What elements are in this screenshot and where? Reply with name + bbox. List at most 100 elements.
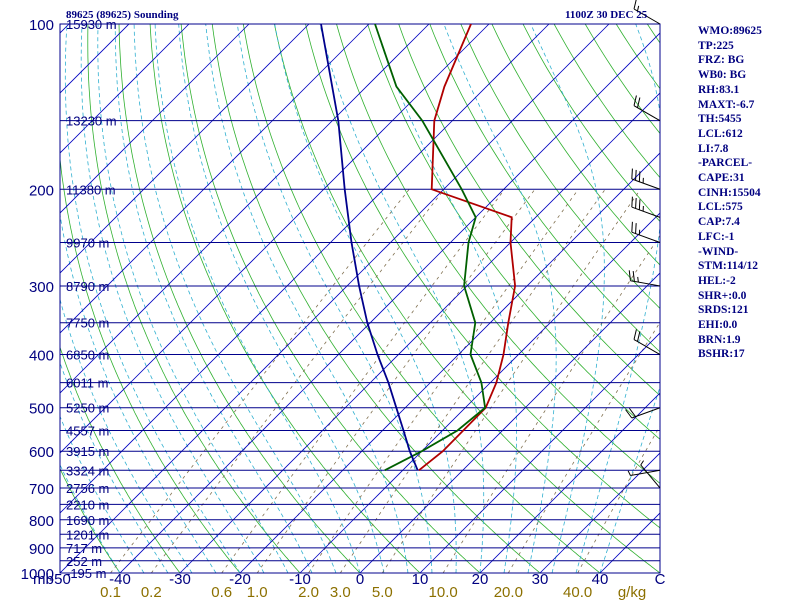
mixing-ratio-line: [110, 189, 410, 573]
stat-line: STM:114/12: [698, 260, 759, 273]
mixing-ratio-label: 0.6: [211, 584, 232, 600]
mixing-ratio-line: [339, 189, 606, 573]
wind-barb: [625, 407, 661, 419]
moist-adiabat: [154, 24, 361, 573]
stat-line: TH:5455: [698, 113, 742, 126]
wind-barb-staff: [631, 231, 661, 243]
height-label: -195 m: [66, 566, 106, 581]
pressure-tick-label: 400: [29, 348, 54, 365]
temperature-tick-label: -50: [49, 571, 71, 588]
isotherm: [60, 24, 490, 454]
pressure-tick-label: 500: [29, 401, 54, 418]
moist-adiabat: [133, 24, 337, 573]
mixing-ratio-label: 2.0: [298, 584, 319, 600]
height-label: 2210 m: [66, 497, 109, 512]
isotherm: [179, 92, 660, 573]
dry-adiabat: [149, 24, 421, 573]
wind-barb: [631, 221, 661, 243]
wind-barb-half-flag: [627, 470, 631, 476]
wind-barb-flag: [635, 223, 637, 234]
height-label: 11380 m: [66, 182, 116, 197]
temperature-tick-label: -30: [169, 571, 191, 588]
wind-barb: [631, 168, 661, 190]
height-label: 4557 m: [66, 423, 109, 438]
height-label: 2756 m: [66, 481, 109, 496]
pressure-tick-label: 800: [29, 513, 54, 530]
isotherm: [60, 24, 310, 274]
temperature-tick-label: 30: [532, 571, 549, 588]
stat-line: SHR+:0.0: [698, 289, 747, 302]
stat-line: WMO:89625: [698, 25, 762, 37]
isotherm: [0, 24, 9, 573]
stat-line: EHI:0.0: [698, 319, 738, 332]
wind-barb-staff: [631, 178, 661, 190]
height-label: 6850 m: [66, 348, 109, 363]
moist-adiabat: [97, 24, 289, 573]
moist-adiabat: [274, 24, 457, 573]
height-label: 1690 m: [66, 513, 109, 528]
stat-line: CAP:7.4: [698, 216, 740, 229]
moist-adiabat: [178, 24, 385, 573]
pressure-tick-label: 700: [29, 481, 54, 498]
mixing-ratio-label: 10.0: [429, 584, 458, 600]
stat-line: CINH:15504: [698, 186, 761, 199]
temperature-tick-label: -20: [229, 571, 251, 588]
isotherm: [419, 332, 660, 573]
isotherm: [60, 24, 370, 334]
pressure-tick-label: 100: [29, 17, 54, 34]
mixing-ratio-label: 3.0: [330, 584, 351, 600]
observation-time: 1100Z 30 DEC 25: [565, 9, 648, 21]
isotherm: [479, 392, 660, 573]
wind-barb-flag: [633, 0, 637, 10]
wind-barb-flag: [633, 95, 637, 106]
mixing-ratio-label: 5.0: [372, 584, 393, 600]
wind-barb-flag: [635, 169, 637, 181]
height-label: 717 m: [66, 541, 102, 556]
mixing-ratio-line: [150, 189, 445, 573]
pressure-tick-label: 300: [29, 279, 54, 296]
height-label: 13230 m: [66, 114, 117, 129]
pressure-tick-label: 900: [29, 541, 54, 558]
isotherm: [239, 152, 660, 573]
plot-frame: [59, 23, 661, 574]
mixing-ratio-line: [442, 234, 660, 573]
stat-line: BSHR:17: [698, 348, 745, 361]
moist-adiabat: [374, 24, 517, 573]
height-label: 8790 m: [66, 279, 109, 294]
moist-adiabat: [60, 297, 193, 573]
dewpoint-trace: [374, 24, 487, 472]
dry-adiabat: [118, 24, 361, 573]
stat-line: -PARCEL-: [698, 157, 753, 170]
height-label: 5250 m: [66, 401, 109, 416]
height-label: 1201 m: [66, 527, 109, 542]
pressure-tick-label: 600: [29, 444, 54, 461]
pressure-labels: 100 200 300 400 500 600 700 800 900 1000: [21, 17, 54, 583]
mixing-ratio-labels: 0.1 0.2 0.6 1.0 2.0 3.0 5.0 10.0 20.0 40.0 g/kg: [100, 584, 646, 600]
wind-barb-flag: [636, 331, 641, 342]
wind-barb: [627, 469, 661, 476]
mixing-ratio-line: [221, 189, 506, 573]
temperature-trace: [418, 24, 517, 472]
isotherm: [359, 272, 660, 573]
isotherm: [60, 24, 190, 154]
wind-barb-flag: [628, 407, 636, 417]
isotherm: [60, 24, 250, 214]
wind-barb: [628, 270, 661, 287]
moist-adiabats: [60, 24, 660, 573]
dry-adiabat: [242, 24, 601, 573]
mixing-ratio-label: 0.1: [100, 584, 121, 600]
wind-barb-staff: [640, 464, 661, 489]
moist-adiabat: [530, 24, 605, 573]
sounding-indices-panel: WMO:89625 TP:225 FRZ: BG WB0: BG RH:83.1 MAXT…: [698, 24, 798, 362]
mixing-ratio-unit-label: g/kg: [618, 584, 646, 600]
stat-line: WB0: BG: [698, 69, 747, 82]
stat-line: CAPE:31: [698, 172, 745, 185]
wind-barb-flag: [638, 171, 641, 182]
wind-barb-flag: [628, 270, 631, 281]
wind-barb-flag: [635, 198, 637, 209]
stat-line: LCL:575: [698, 201, 743, 214]
sounding-traces: [320, 24, 517, 472]
stat-line: HEL:-2: [698, 274, 736, 287]
wind-barbs: [625, 0, 661, 489]
